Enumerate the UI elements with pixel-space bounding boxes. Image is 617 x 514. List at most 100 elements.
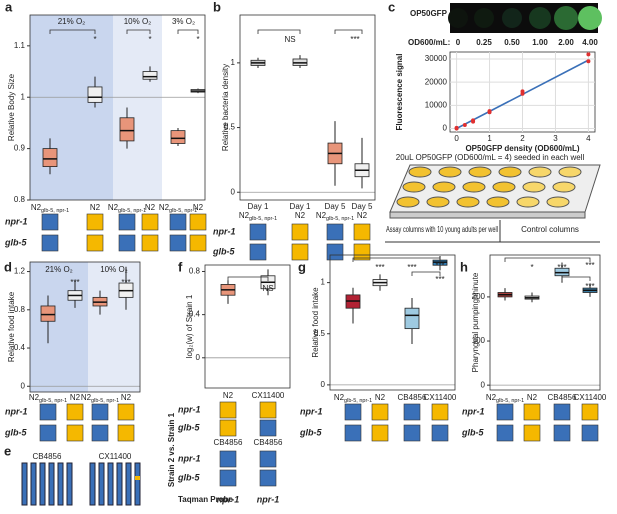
genotype-cell [141, 213, 159, 231]
category-sub: glb-5, npr-1 [41, 208, 69, 214]
chromosome [48, 462, 55, 506]
gene-label: npr-1 [178, 404, 201, 414]
gene-label: glb-5 [177, 472, 200, 482]
y-axis-label: log₂(w) of Strain 1 [185, 294, 194, 358]
genotype-cell [189, 234, 207, 252]
y-axis-label: Pharyngeal pumping/minute [471, 272, 480, 372]
od-value: 0.50 [504, 38, 520, 47]
point [520, 89, 525, 94]
panel-letter: a [5, 0, 13, 14]
category-label: N2glb-5, npr-1 [29, 393, 67, 404]
well [402, 181, 426, 193]
y-tick-label: 1 [21, 92, 26, 101]
box [170, 130, 186, 144]
well [468, 166, 492, 178]
category-name: N2 [90, 203, 101, 212]
well [432, 181, 456, 193]
chromosome [125, 462, 132, 506]
gene-label: npr-1 [462, 406, 485, 416]
plate-side [389, 211, 586, 219]
strain2-label: Strain 2 vs. Strain 1 [167, 412, 176, 487]
well [498, 166, 522, 178]
box [42, 148, 58, 167]
genotype-cell [117, 403, 135, 421]
genotype-cell [169, 234, 187, 252]
bracket [504, 257, 591, 262]
category-label: CB4856 [548, 393, 577, 402]
gene-label: npr-1 [178, 453, 201, 463]
genotype-cell [496, 403, 514, 421]
well [558, 166, 582, 178]
y-axis-label: Relative food intake [7, 291, 16, 362]
group-label: 10% O₂ [100, 265, 128, 274]
genotype-cell [431, 424, 449, 442]
plot-frame [204, 264, 291, 389]
category-label: N2 [145, 203, 156, 212]
well [426, 196, 450, 208]
y-tick-label: 0 [231, 187, 236, 196]
genotype-cell [41, 234, 59, 252]
chromosomes [21, 462, 141, 506]
gene-label: glb-5 [461, 427, 484, 437]
box [142, 71, 158, 80]
point [462, 123, 467, 128]
significance: *** [375, 263, 384, 272]
category-name: N2 [108, 203, 119, 212]
well [456, 196, 480, 208]
group-label: 21% O₂ [58, 17, 86, 26]
group-label: 3% O₂ [172, 17, 195, 26]
genotype-cell [326, 223, 344, 241]
genotype-cell [219, 419, 237, 437]
significance: *** [435, 261, 444, 270]
significance: NS [262, 284, 273, 293]
strain-label: CX11400 [99, 452, 132, 461]
bracket [257, 29, 301, 34]
panel-letter: d [4, 259, 12, 274]
od-value: 4.00 [582, 38, 598, 47]
y-tick-label: 0.4 [14, 343, 26, 352]
y-tick-label: 0 [443, 124, 448, 133]
point [586, 52, 591, 57]
bracket [334, 29, 363, 34]
genotype-cell [66, 424, 84, 442]
wells [396, 166, 582, 208]
category-label: N2 [375, 393, 386, 402]
genotype-cell [291, 243, 309, 261]
gfp-well [529, 7, 551, 29]
group-shade [30, 15, 113, 200]
genotype-cell [371, 424, 389, 442]
category-name: N2 [295, 211, 306, 220]
panel-letter: c [388, 0, 395, 14]
category-label: N2glb-5, npr-1 [31, 203, 69, 214]
well [438, 166, 462, 178]
gene-label: npr-1 [5, 216, 28, 226]
gene-label: glb-5 [177, 422, 200, 432]
chromosome [39, 462, 46, 506]
x-tick-label: 4 [586, 134, 591, 143]
category-label: N2 [121, 393, 132, 402]
genotype-cell [523, 403, 541, 421]
genotype-cell [91, 424, 109, 442]
category-label: N2glb-5, npr-1 [316, 211, 354, 222]
y-axis-label: Relative bacteria density [221, 64, 230, 151]
x-axis-label: OP50GFP density (OD600/mL) [465, 144, 579, 153]
genotype-cell [91, 403, 109, 421]
plot-frame [489, 254, 601, 391]
genotype-cell [249, 243, 267, 261]
y-tick-label: 1 [321, 278, 326, 287]
strain2-name: CB4856 [214, 438, 243, 447]
category-name: N2 [121, 393, 132, 402]
chromosome [21, 462, 28, 506]
genotype-cell [118, 234, 136, 252]
bracket [561, 276, 591, 281]
category-label: N2 [295, 211, 306, 220]
day-label: Day 1 [248, 202, 269, 211]
genotype-cell [326, 243, 344, 261]
panel-letter: f [178, 259, 183, 274]
genotype-cell [291, 223, 309, 241]
category-sub: glb-5, npr-1 [344, 398, 372, 404]
genotype-cell [259, 419, 277, 437]
gfp-well [578, 6, 602, 30]
category-label: CX11400 [424, 393, 457, 402]
genotype-cell [371, 403, 389, 421]
